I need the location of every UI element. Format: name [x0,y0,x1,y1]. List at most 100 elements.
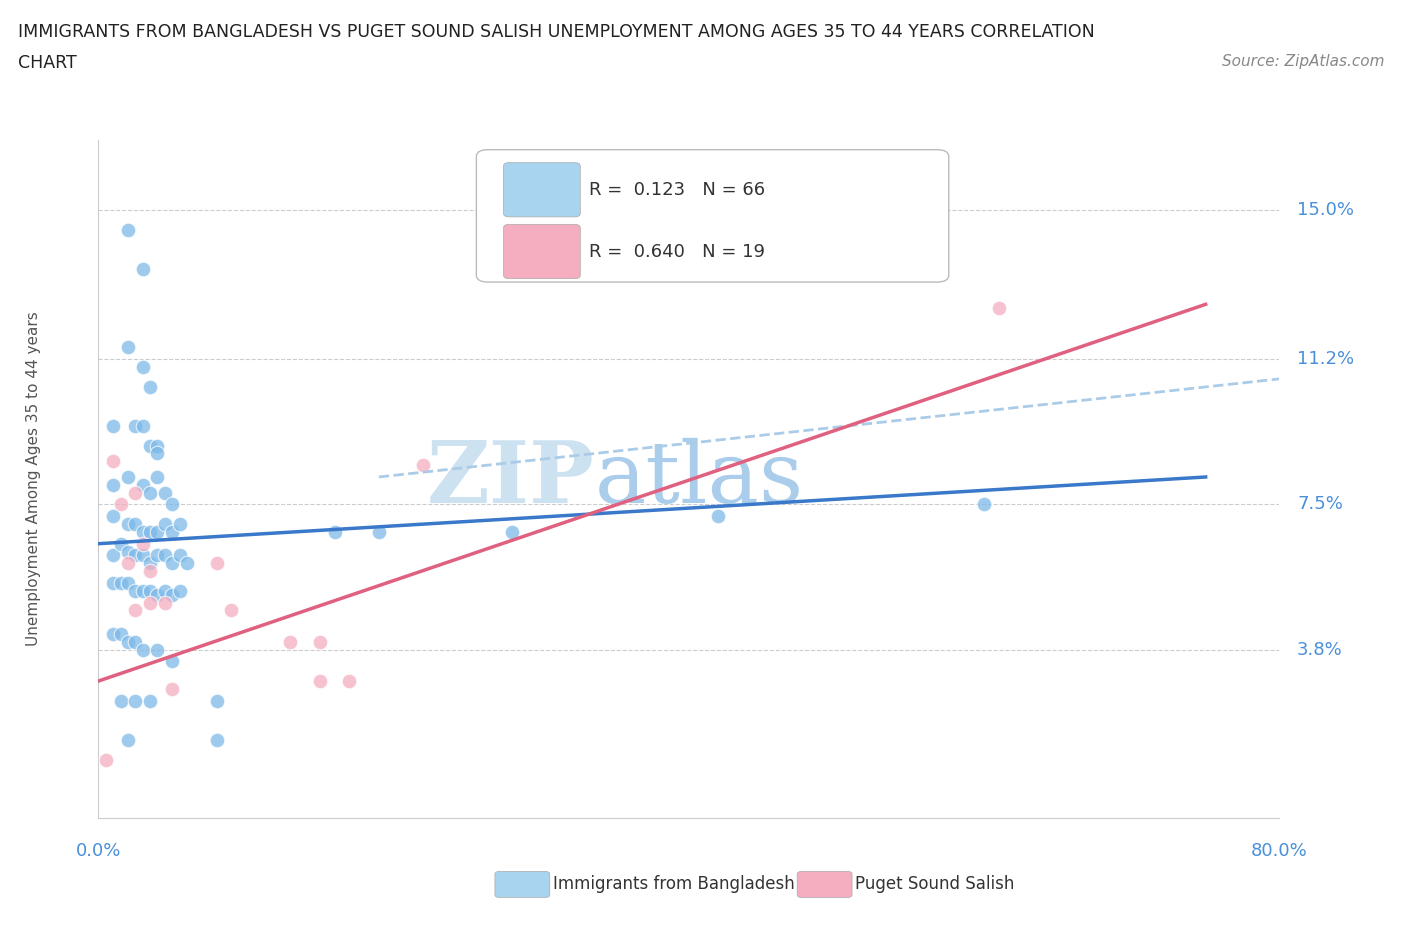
Point [139,438,162,453]
Point [110,497,132,512]
Point [139,556,162,571]
Point [103,418,125,433]
Point [117,517,139,532]
Point [162,525,183,539]
Point [146,470,169,485]
Point [146,587,169,602]
Point [139,564,162,578]
Point [117,544,139,559]
Point [117,733,139,748]
Point [139,485,162,500]
Point [337,673,360,688]
Point [117,340,139,355]
Point [153,548,176,563]
Point [219,603,242,618]
Point [103,576,125,591]
Point [132,548,155,563]
Point [124,583,146,598]
Point [169,548,191,563]
Point [146,548,169,563]
Point [278,634,302,649]
Point [132,537,155,551]
Point [323,525,346,539]
Point [139,693,162,708]
Point [103,454,125,469]
Point [124,418,146,433]
Point [309,673,332,688]
Point [124,634,146,649]
FancyBboxPatch shape [503,224,581,279]
Point [153,485,176,500]
Point [110,627,132,642]
Point [987,300,1010,315]
Point [117,222,139,237]
Point [132,360,155,375]
FancyBboxPatch shape [477,150,949,282]
Point [169,517,191,532]
Point [132,643,155,658]
Point [153,595,176,610]
Point [117,470,139,485]
Point [368,525,391,539]
Point [139,583,162,598]
Point [501,525,523,539]
Point [205,693,228,708]
Text: 7.5%: 7.5% [1298,496,1343,513]
Point [117,556,139,571]
Point [169,583,191,598]
Text: R =  0.640   N = 19: R = 0.640 N = 19 [589,243,765,260]
Point [124,693,146,708]
Point [124,517,146,532]
Point [146,643,169,658]
Point [124,485,146,500]
Point [139,379,162,394]
Point [153,517,176,532]
Point [176,556,198,571]
Text: 0.0%: 0.0% [76,843,121,860]
Point [132,583,155,598]
Point [110,576,132,591]
Text: 3.8%: 3.8% [1298,641,1343,658]
Point [124,603,146,618]
Text: CHART: CHART [18,54,77,72]
Point [117,576,139,591]
Point [146,525,169,539]
Text: Immigrants from Bangladesh: Immigrants from Bangladesh [553,875,794,894]
Text: Unemployment Among Ages 35 to 44 years: Unemployment Among Ages 35 to 44 years [25,312,41,646]
Point [139,595,162,610]
Point [132,525,155,539]
Point [162,587,183,602]
Point [707,509,730,524]
Point [412,458,434,472]
Point [309,634,332,649]
FancyBboxPatch shape [503,163,581,217]
Point [162,682,183,697]
Point [94,752,117,767]
Point [146,446,169,461]
Point [110,537,132,551]
Text: 80.0%: 80.0% [1251,843,1308,860]
Point [205,556,228,571]
Point [103,627,125,642]
Point [162,654,183,669]
Point [117,634,139,649]
Text: atlas: atlas [595,437,804,521]
Text: 15.0%: 15.0% [1298,201,1354,219]
Point [110,693,132,708]
Point [146,438,169,453]
Text: ZIP: ZIP [426,437,595,521]
Text: Puget Sound Salish: Puget Sound Salish [855,875,1014,894]
Point [162,497,183,512]
Text: R =  0.123   N = 66: R = 0.123 N = 66 [589,180,765,199]
Text: IMMIGRANTS FROM BANGLADESH VS PUGET SOUND SALISH UNEMPLOYMENT AMONG AGES 35 TO 4: IMMIGRANTS FROM BANGLADESH VS PUGET SOUN… [18,23,1095,41]
Point [103,548,125,563]
Text: Source: ZipAtlas.com: Source: ZipAtlas.com [1222,54,1385,69]
Point [124,548,146,563]
Point [132,261,155,276]
Point [139,525,162,539]
Point [973,497,995,512]
Point [103,477,125,492]
Point [132,418,155,433]
Point [205,733,228,748]
Text: 11.2%: 11.2% [1298,351,1354,368]
